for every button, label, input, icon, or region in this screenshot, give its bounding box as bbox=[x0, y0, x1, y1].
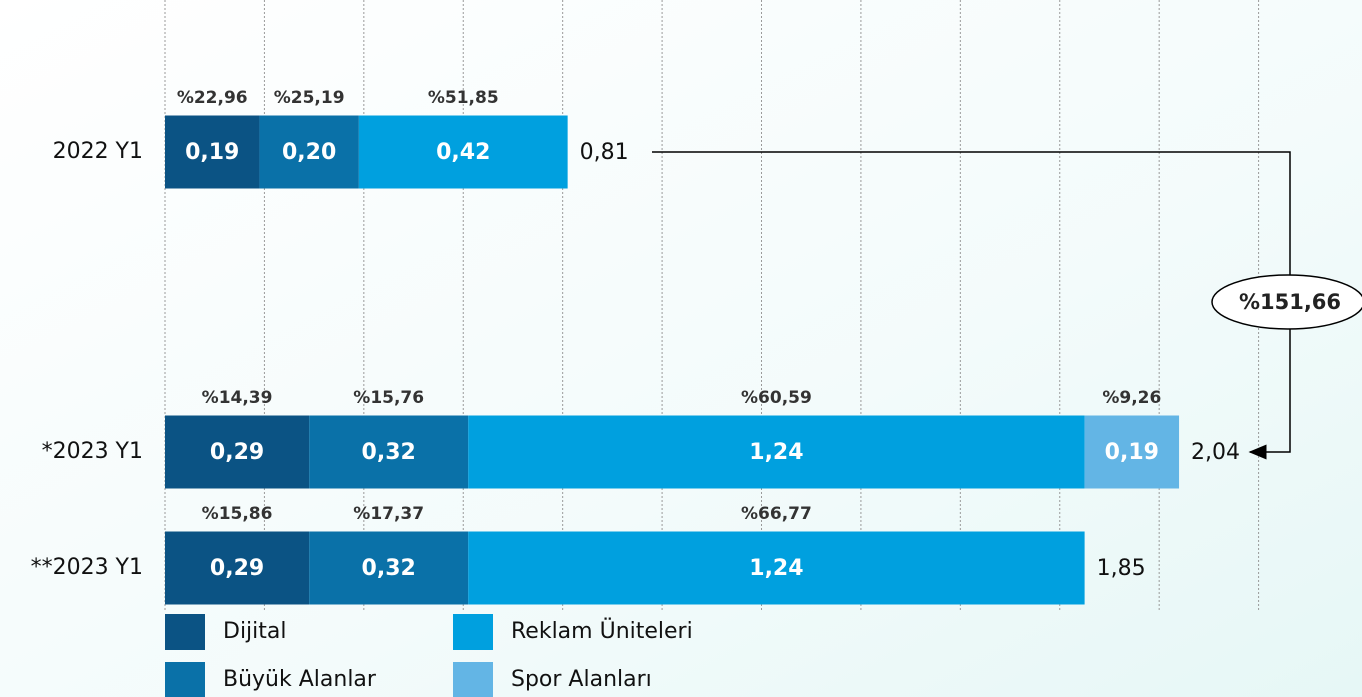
bar-segment bbox=[1084, 415, 1180, 489]
value-label: 0,32 bbox=[362, 440, 416, 465]
legend-swatch bbox=[165, 662, 205, 697]
share-label: %14,39 bbox=[202, 388, 273, 408]
total-label: 1,85 bbox=[1097, 556, 1146, 581]
share-label: %51,85 bbox=[428, 88, 499, 108]
legend-swatch bbox=[165, 614, 205, 650]
category-label: **2023 Y1 bbox=[31, 555, 143, 580]
value-label: 0,32 bbox=[362, 556, 416, 581]
value-label: 0,29 bbox=[210, 440, 264, 465]
share-label: %66,77 bbox=[741, 504, 812, 524]
value-label: 0,42 bbox=[436, 140, 490, 165]
bar-segment bbox=[468, 415, 1085, 489]
value-label: 1,24 bbox=[749, 556, 803, 581]
bar-segment bbox=[165, 415, 310, 489]
growth-label: %151,66 bbox=[1239, 290, 1341, 314]
bar-segment bbox=[358, 115, 568, 189]
bar-segment bbox=[165, 115, 260, 189]
value-label: 1,24 bbox=[749, 440, 803, 465]
legend-label: Büyük Alanlar bbox=[223, 667, 377, 692]
bar-segment bbox=[165, 531, 310, 605]
bar-segment bbox=[468, 531, 1085, 605]
value-label: 0,19 bbox=[185, 140, 239, 165]
category-label: *2023 Y1 bbox=[42, 439, 143, 464]
legend-label: Spor Alanları bbox=[511, 667, 652, 692]
value-label: 0,19 bbox=[1105, 440, 1159, 465]
share-label: %25,19 bbox=[274, 88, 345, 108]
total-label: 0,81 bbox=[580, 140, 629, 165]
legend-label: Dijital bbox=[223, 619, 287, 644]
total-label: 2,04 bbox=[1191, 440, 1240, 465]
value-label: 0,29 bbox=[210, 556, 264, 581]
legend-swatch bbox=[453, 614, 493, 650]
growth-badge bbox=[1211, 274, 1362, 330]
bar-segment bbox=[309, 531, 469, 605]
share-label: %15,76 bbox=[353, 388, 424, 408]
share-label: %17,37 bbox=[353, 504, 424, 524]
share-label: %9,26 bbox=[1102, 388, 1161, 408]
share-label: %60,59 bbox=[741, 388, 812, 408]
share-label: %15,86 bbox=[202, 504, 273, 524]
category-label: 2022 Y1 bbox=[53, 139, 143, 164]
bar-segment bbox=[309, 415, 469, 489]
legend-swatch bbox=[453, 662, 493, 697]
share-label: %22,96 bbox=[177, 88, 248, 108]
value-label: 0,20 bbox=[282, 140, 336, 165]
bar-segment bbox=[259, 115, 359, 189]
legend-label: Reklam Üniteleri bbox=[511, 618, 693, 644]
